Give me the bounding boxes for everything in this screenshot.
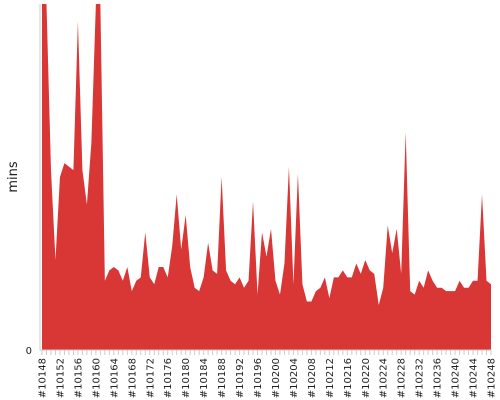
x-tick-label: #10188	[217, 358, 228, 398]
x-tick-label: #10216	[343, 358, 354, 398]
x-tick-label: #10196	[253, 358, 264, 398]
y-axis-title: mins	[6, 161, 21, 193]
x-tick-label: #10168	[127, 358, 138, 398]
x-tick-label: #10204	[289, 358, 300, 398]
x-tick-label: #10148	[38, 358, 49, 398]
x-tick-label: #10240	[451, 358, 462, 398]
x-tick-label: #10184	[199, 358, 210, 398]
x-tick-label: #10248	[487, 358, 498, 398]
x-tick-label: #10236	[433, 358, 444, 398]
x-tick-label: #10176	[163, 358, 174, 398]
x-tick-label: #10224	[379, 358, 390, 398]
area-layer	[42, 4, 491, 350]
x-tick-label: #10192	[235, 358, 246, 398]
x-tick-label: #10172	[145, 358, 156, 398]
x-tick-label: #10244	[469, 358, 480, 398]
x-axis-labels: #10148 #10152 #10156 #10160 #10164 #10168 #101…	[38, 358, 498, 398]
x-tick-label: #10152	[55, 358, 66, 398]
x-axis-ticks	[41, 350, 492, 355]
x-tick-label: #10164	[109, 358, 120, 398]
x-tick-label: #10208	[307, 358, 318, 398]
x-tick-label: #10212	[325, 358, 336, 398]
series-area	[42, 4, 491, 350]
x-tick-label: #10156	[73, 358, 84, 398]
x-tick-label: #10160	[91, 358, 102, 398]
x-tick-label: #10228	[397, 358, 408, 398]
x-tick-label: #10220	[361, 358, 372, 398]
x-tick-label: #10232	[415, 358, 426, 398]
x-tick-label: #10200	[271, 358, 282, 398]
y-tick-label-0: 0	[26, 346, 32, 357]
x-tick-label: #10180	[181, 358, 192, 398]
